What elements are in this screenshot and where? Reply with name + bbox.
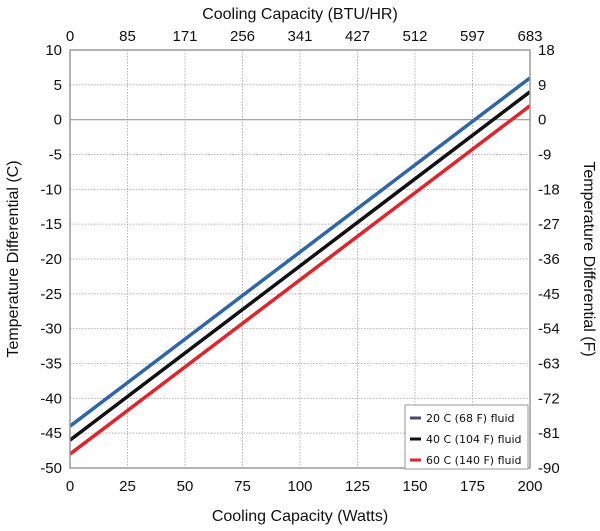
x-tick-label: 175 bbox=[460, 478, 485, 495]
x-axis-title: Cooling Capacity (Watts) bbox=[212, 508, 388, 525]
y2-tick-label: -9 bbox=[538, 147, 551, 164]
y-tick-label: 0 bbox=[54, 112, 62, 129]
x2-tick-label: 256 bbox=[230, 28, 255, 45]
y2-tick-label: -45 bbox=[538, 286, 560, 303]
x2-tick-label: 427 bbox=[345, 28, 370, 45]
x2-tick-label: 597 bbox=[460, 28, 485, 45]
y-tick-label: -45 bbox=[40, 425, 62, 442]
x-tick-label: 125 bbox=[345, 478, 370, 495]
y-tick-label: -40 bbox=[40, 390, 62, 407]
y-tick-label: 10 bbox=[45, 42, 62, 59]
x-tick-label: 200 bbox=[517, 478, 542, 495]
series-line-1 bbox=[68, 76, 532, 428]
x2-tick-label: 85 bbox=[119, 28, 136, 45]
x-tick-label: 0 bbox=[66, 478, 74, 495]
x2-tick-label: 0 bbox=[66, 28, 74, 45]
x-tick-label: 75 bbox=[234, 478, 251, 495]
y-tick-label: 5 bbox=[54, 77, 62, 94]
y-tick-labels: 10 5 0 -5 -10 -15 -20 -25 -30 -35 -40 -45 -50 bbox=[40, 42, 62, 477]
x-tick-label: 25 bbox=[119, 478, 136, 495]
x2-tick-label: 512 bbox=[402, 28, 427, 45]
y2-tick-label: -18 bbox=[538, 181, 560, 198]
y2-tick-labels: 18 9 0 -9 -18 -27 -36 -45 -54 -63 -72 -81 -90 bbox=[538, 42, 560, 477]
x2-tick-label: 171 bbox=[172, 28, 197, 45]
x-tick-label: 150 bbox=[402, 478, 427, 495]
y2-tick-label: -81 bbox=[538, 425, 560, 442]
plot-frame bbox=[69, 49, 531, 469]
legend-label: 60 C (140 F) fluid bbox=[426, 454, 522, 467]
y-tick-label: -35 bbox=[40, 356, 62, 373]
y-axis-title: Temperature Differential (C) bbox=[5, 160, 22, 357]
x2-tick-label: 683 bbox=[517, 28, 542, 45]
x2-tick-label: 341 bbox=[287, 28, 312, 45]
x2-tick-labels: 0 85 171 256 341 427 512 597 683 bbox=[66, 28, 543, 45]
y-tick-label: -30 bbox=[40, 321, 62, 338]
legend: 20 C (68 F) fluid 40 C (104 F) fluid 60 C … bbox=[404, 404, 529, 470]
y2-tick-label: 18 bbox=[538, 42, 555, 59]
y-tick-label: -15 bbox=[40, 216, 62, 233]
x-tick-label: 100 bbox=[287, 478, 312, 495]
x-tick-labels: 0 25 50 75 100 125 150 175 200 bbox=[66, 478, 543, 495]
legend-label: 20 C (68 F) fluid bbox=[426, 412, 515, 425]
y2-tick-label: -54 bbox=[538, 321, 560, 338]
y2-tick-label: -90 bbox=[538, 460, 560, 477]
y-tick-label: -20 bbox=[40, 251, 62, 268]
y2-tick-label: 9 bbox=[538, 77, 546, 94]
series-line-3 bbox=[68, 104, 532, 456]
x-tick-label: 50 bbox=[177, 478, 194, 495]
y2-tick-label: 0 bbox=[538, 112, 546, 129]
x2-axis-title: Cooling Capacity (BTU/HR) bbox=[202, 6, 398, 23]
series-line-2 bbox=[68, 90, 532, 442]
legend-label: 40 C (104 F) fluid bbox=[426, 433, 522, 446]
y-tick-label: -5 bbox=[49, 147, 62, 164]
y-tick-label: -10 bbox=[40, 181, 62, 198]
y2-tick-label: -72 bbox=[538, 390, 560, 407]
y2-tick-label: -27 bbox=[538, 216, 560, 233]
y2-tick-label: -63 bbox=[538, 356, 560, 373]
y2-axis-title: Temperature Differential (F) bbox=[580, 161, 597, 356]
legend-box bbox=[404, 404, 529, 470]
y-tick-label: -25 bbox=[40, 286, 62, 303]
y2-tick-label: -36 bbox=[538, 251, 560, 268]
y-tick-label: -50 bbox=[40, 460, 62, 477]
series-lines bbox=[68, 76, 532, 456]
